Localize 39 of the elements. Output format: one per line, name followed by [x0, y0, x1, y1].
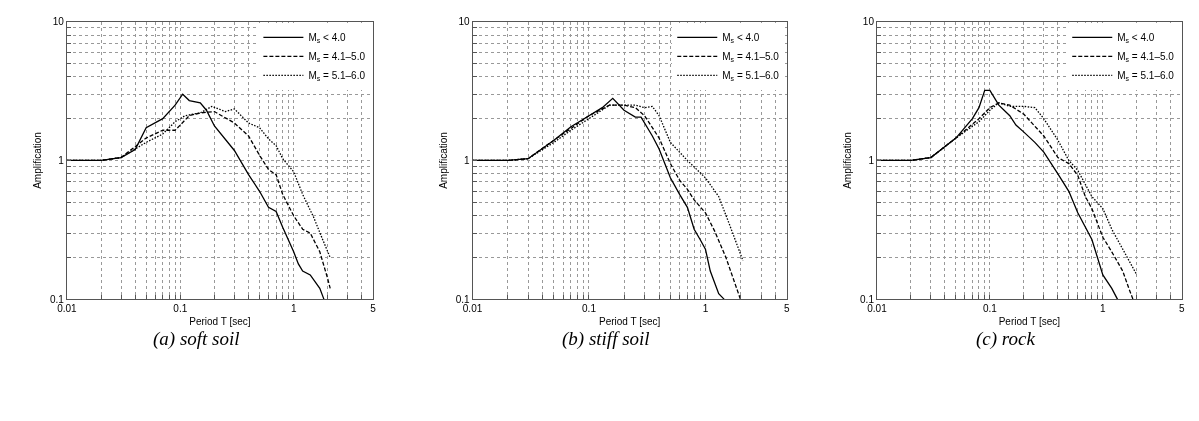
y-tick-label: 1: [463, 154, 470, 166]
legend-label: M$_{s}$ = 4.1–5.0: [1117, 51, 1175, 64]
x-axis-title: Period T [sec]: [189, 315, 251, 327]
y-axis-title: Amplification: [32, 132, 44, 189]
y-tick-label: 0.1: [860, 293, 875, 305]
legend-label: M$_{s}$ < 4.0: [722, 32, 760, 45]
y-tick-label: 1: [58, 154, 65, 166]
x-tick-label: 1: [290, 303, 297, 315]
legend-label: M$_{s}$ < 4.0: [308, 32, 346, 45]
legend-label: M$_{s}$ = 5.1–6.0: [308, 70, 366, 83]
y-tick-label: 0.1: [50, 293, 65, 305]
legend-label: M$_{s}$ = 4.1–5.0: [722, 51, 780, 64]
x-tick-label: 0.01: [462, 303, 483, 315]
legend-label: M$_{s}$ < 4.0: [1117, 32, 1155, 45]
x-tick-label: 5: [370, 303, 377, 315]
y-tick-label: 1: [868, 154, 875, 166]
x-axis-title: Period T [sec]: [998, 315, 1061, 327]
y-axis-title: Amplification: [437, 132, 449, 189]
y-tick-label: 10: [862, 16, 875, 28]
x-tick-label: 1: [1100, 303, 1107, 315]
text: (b) stiff soil: [562, 328, 650, 350]
x-tick-label: 0.1: [173, 303, 188, 315]
x-axis-title: Period T [sec]: [599, 315, 661, 327]
legend-label: M$_{s}$ = 4.1–5.0: [308, 51, 366, 64]
x-tick-label: 0.01: [57, 303, 78, 315]
y-tick-label: 10: [52, 16, 65, 28]
legend-label: M$_{s}$ = 5.1–6.0: [722, 70, 780, 83]
x-tick-label: 5: [1178, 303, 1185, 315]
x-tick-label: 0.1: [582, 303, 597, 315]
text: (c) rock: [976, 328, 1036, 350]
y-tick-label: 10: [458, 16, 470, 28]
x-tick-label: 1: [702, 303, 709, 315]
legend-label: M$_{s}$ = 5.1–6.0: [1117, 70, 1175, 83]
y-tick-label: 0.1: [455, 293, 470, 305]
y-axis-title: Amplification: [842, 132, 854, 189]
x-tick-label: 5: [784, 303, 791, 315]
text: (a) soft soil: [153, 328, 240, 350]
x-tick-label: 0.1: [982, 303, 998, 315]
x-tick-label: 0.01: [867, 303, 888, 315]
